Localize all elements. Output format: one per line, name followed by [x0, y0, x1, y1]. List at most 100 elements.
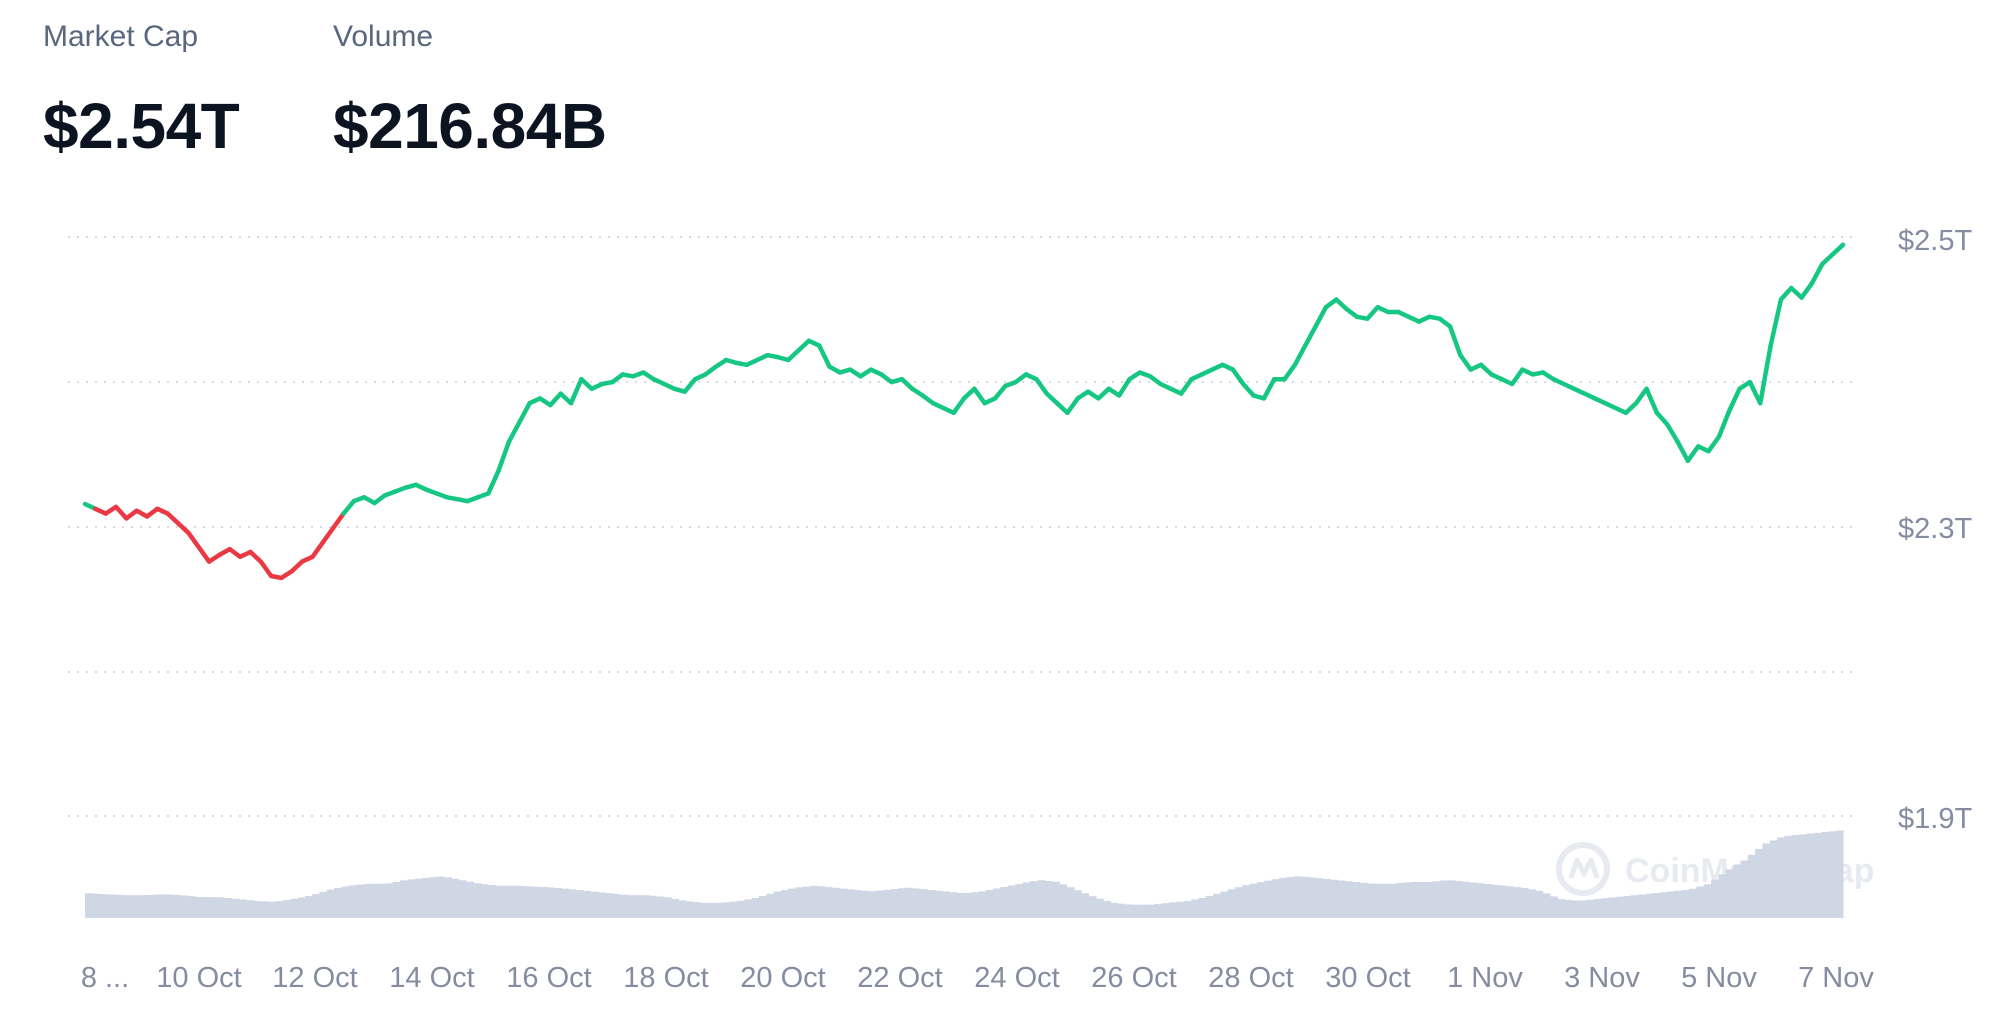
volume-bar [832, 887, 841, 918]
volume-bar [1564, 899, 1573, 918]
volume-bar [1242, 885, 1251, 918]
volume-bar [1469, 882, 1478, 918]
volume-bar [1733, 864, 1742, 918]
volume-bar [1000, 886, 1009, 918]
volume-bar [531, 886, 540, 918]
volume-bar [1821, 832, 1829, 918]
volume-bar [378, 883, 386, 918]
volume-bar [817, 886, 826, 918]
volume-bar [1095, 898, 1104, 918]
volume-bar [348, 885, 357, 918]
volume-bar [1007, 885, 1016, 918]
x-tick-label: 16 Oct [506, 962, 591, 994]
volume-bar [956, 892, 965, 918]
y-axis-labels: $2.5T $2.3T $1.9T [1898, 225, 1972, 835]
price-line[interactable] [82, 242, 1846, 581]
volume-bar [1791, 835, 1800, 918]
x-tick-label: 8 ... [81, 962, 129, 994]
volume-bar [1029, 881, 1038, 918]
line-segment [682, 376, 698, 394]
x-tick-label: 30 Oct [1325, 962, 1410, 994]
volume-bar [568, 889, 577, 918]
volume-bar [480, 884, 489, 918]
line-segment [175, 520, 191, 536]
volume-bar [524, 886, 533, 918]
volume-bar [714, 902, 723, 918]
volume-bar [1491, 884, 1500, 918]
volume-bar [194, 896, 203, 918]
line-segment [1365, 304, 1380, 321]
volume-bar [1015, 883, 1024, 918]
volume-bar [920, 889, 928, 918]
volume-bar [502, 885, 511, 918]
volume-bar [605, 893, 613, 918]
volume-bar [1066, 887, 1075, 918]
y-tick-label: $1.9T [1898, 803, 1972, 835]
volume-bar [641, 895, 650, 918]
volume-bar [780, 890, 789, 918]
volume-bar [649, 895, 657, 918]
line-segment [506, 420, 522, 444]
volume-bar [700, 902, 709, 918]
line-segment [1654, 410, 1670, 427]
volume-bar [487, 885, 496, 918]
volume-bar [1410, 881, 1419, 918]
volume-bar [326, 889, 335, 918]
volume-bar [216, 897, 225, 918]
volume-bar [795, 887, 804, 918]
volume-bar [890, 889, 899, 918]
volume-bar [539, 887, 548, 918]
line-segment [1065, 396, 1080, 416]
volume-bar [1191, 899, 1199, 918]
volume-bar [942, 891, 950, 918]
x-tick-label: 3 Nov [1564, 962, 1640, 994]
volume-bar [495, 885, 504, 918]
volume-bar [1806, 833, 1815, 918]
line-segment [548, 391, 563, 408]
volume-bar [612, 893, 621, 918]
volume-bar [1462, 881, 1471, 918]
volume-bar [1257, 882, 1265, 918]
volume-bar [1103, 900, 1112, 918]
volume-bar [1689, 888, 1698, 918]
line-segment [1240, 381, 1256, 398]
volume-bar [1205, 896, 1214, 918]
volume-stat: Volume $216.84B [333, 22, 607, 159]
volume-bar [1022, 882, 1031, 918]
line-segment [496, 439, 512, 473]
line-segment [196, 544, 212, 564]
volume-bar [150, 894, 159, 918]
volume-bar [766, 893, 775, 918]
volume-bar [656, 896, 665, 918]
volume-bar [861, 890, 870, 918]
volume-bar [399, 880, 408, 918]
volume-bar [1447, 880, 1456, 918]
volume-bar [671, 898, 679, 918]
x-tick-label: 5 Nov [1681, 962, 1757, 994]
volume-bar [1278, 877, 1287, 918]
line-segment [1096, 386, 1112, 401]
line-segment [568, 376, 584, 406]
line-segment [1675, 439, 1691, 464]
line-segment [992, 383, 1008, 401]
x-tick-label: 12 Oct [272, 962, 357, 994]
volume-bar [143, 895, 152, 918]
volume-bar [290, 898, 299, 918]
x-tick-label: 7 Nov [1798, 962, 1874, 994]
volume-bar [1579, 900, 1588, 918]
volume-bar [1623, 895, 1632, 918]
volume-bar [1337, 880, 1346, 918]
line-segment [579, 376, 594, 392]
volume-bar [1550, 896, 1558, 918]
volume-bar [1667, 891, 1676, 918]
volume-bar [964, 892, 972, 918]
volume-bar [202, 897, 211, 918]
volume-bar [1344, 881, 1353, 918]
volume-bar [282, 900, 291, 918]
volume-bar [824, 887, 833, 918]
volume-bar [758, 896, 767, 918]
volume-bar [1418, 881, 1427, 918]
volume-bar [1286, 877, 1295, 918]
volume-bar [275, 901, 284, 918]
